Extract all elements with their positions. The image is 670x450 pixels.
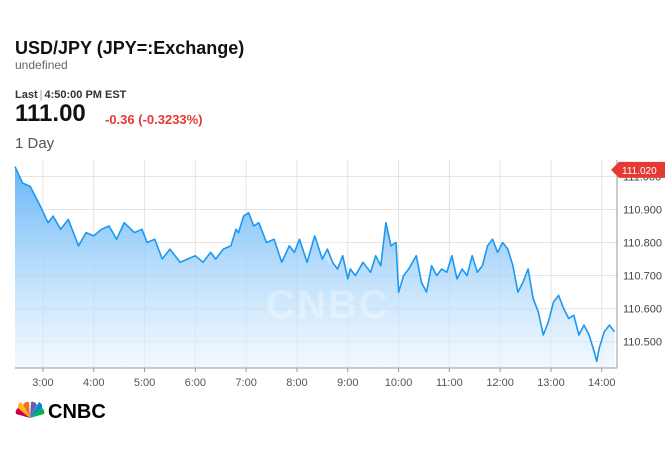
x-tick-label: 7:00 <box>235 377 256 389</box>
chart-subtitle: undefined <box>15 58 68 72</box>
x-tick-label: 12:00 <box>486 377 514 389</box>
nbc-peacock-icon <box>15 401 45 418</box>
last-time: 4:50:00 PM EST <box>44 89 127 101</box>
y-tick-label: 110.600 <box>623 304 662 316</box>
current-value-label: 111.020 <box>622 166 657 177</box>
y-tick-label: 110.900 <box>623 205 662 217</box>
current-value-tag <box>611 161 665 178</box>
x-tick-label: 6:00 <box>185 377 206 389</box>
price-line <box>14 166 616 363</box>
last-update-line: Last | 4:50:00 PM EST <box>15 89 127 101</box>
price-area <box>15 166 615 368</box>
price-chart: CNBC 3:00 4:00 5:00 6:00 7:00 8:00 9:00 10:00 11… <box>14 160 665 389</box>
x-tick-label: 4:00 <box>83 377 104 389</box>
cnbc-logo: CNBC <box>15 401 106 423</box>
current-price: 111.00 <box>15 100 86 127</box>
cnbc-watermark: CNBC <box>266 210 390 327</box>
x-tick-label: 9:00 <box>337 377 358 389</box>
x-tick-label: 11:00 <box>436 377 463 389</box>
x-tick-label: 10:00 <box>385 377 413 389</box>
x-tick-label: 14:00 <box>588 377 616 389</box>
y-tick-label: 110.800 <box>623 238 662 250</box>
time-range-label: 1 Day <box>15 135 55 152</box>
y-tick-label: 110.700 <box>623 271 662 283</box>
x-tick-label: 5:00 <box>134 377 155 389</box>
last-label: Last <box>15 89 38 101</box>
price-change: -0.36 (-0.3233%) <box>105 112 203 127</box>
chart-title: USD/JPY (JPY=:Exchange) <box>15 38 245 58</box>
svg-text:CNBC: CNBC <box>266 283 390 327</box>
current-value-marker: 111.020 <box>611 161 665 178</box>
x-tick-label: 8:00 <box>286 377 307 389</box>
x-tick-label: 13:00 <box>537 377 565 389</box>
x-tick-label: 3:00 <box>32 377 53 389</box>
y-tick-label: 110.500 <box>623 337 662 349</box>
cnbc-wordmark: CNBC <box>48 401 106 423</box>
